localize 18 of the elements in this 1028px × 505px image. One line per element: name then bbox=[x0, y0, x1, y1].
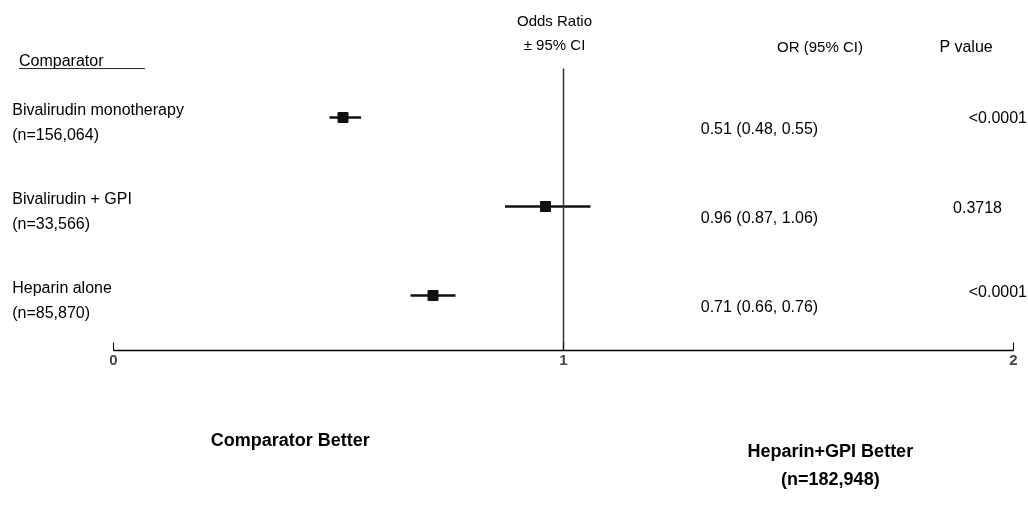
y-tick-label: Bivalirudin + GPI (n=33,566) bbox=[12, 189, 132, 233]
chart-title: Odds Ratio ± 95% CI bbox=[516, 12, 593, 53]
text: Heparin+GPI Better (n=182,948) bbox=[747, 441, 914, 490]
text: Comparator Better bbox=[210, 430, 370, 451]
y-tick-label: Bivalirudin monotherapy (n=156,064) bbox=[12, 100, 184, 144]
y-tick-label: Heparin alone (n=85,870) bbox=[12, 278, 112, 322]
text: OR (95% CI) bbox=[777, 37, 863, 55]
y-axis-title: Comparator bbox=[19, 52, 105, 70]
x-tick-label: 0 bbox=[109, 351, 118, 369]
annotation: <0.0001 bbox=[968, 109, 1028, 127]
annotation: 0.96 (0.87, 1.06) bbox=[700, 208, 819, 226]
x-tick-label: 2 bbox=[1009, 351, 1018, 369]
text: P value bbox=[939, 37, 993, 55]
annotation: 0.3718 bbox=[953, 198, 1003, 216]
annotation: 0.71 (0.66, 0.76) bbox=[700, 297, 819, 315]
annotation: <0.0001 bbox=[968, 282, 1028, 300]
annotation: 0.51 (0.48, 0.55) bbox=[700, 119, 819, 137]
x-tick-label: 1 bbox=[559, 351, 568, 369]
